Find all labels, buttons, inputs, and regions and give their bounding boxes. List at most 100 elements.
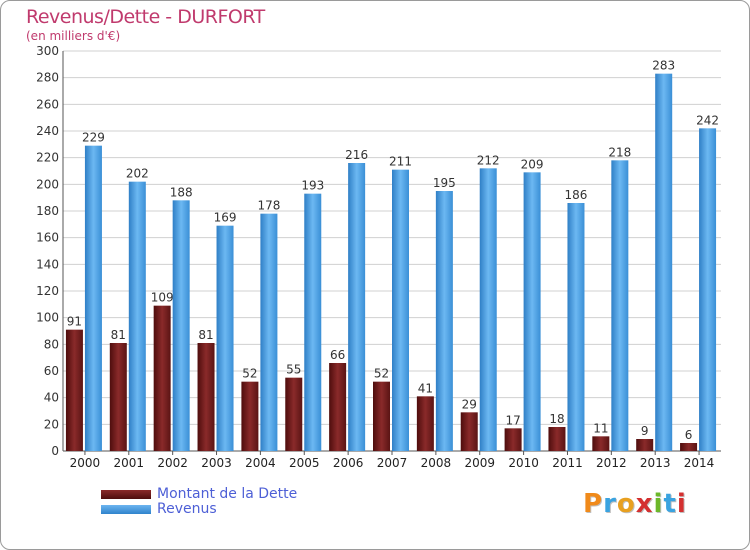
bar-revenue (523, 172, 541, 452)
y-tick-label: 0 (51, 444, 59, 458)
data-label-debt: 17 (505, 413, 520, 427)
bar-revenue (304, 193, 322, 451)
y-tick-label: 260 (36, 97, 59, 111)
x-tick-label: 2010 (508, 456, 539, 470)
y-tick-label: 140 (36, 257, 59, 271)
chart-subtitle: (en milliers d'€) (26, 29, 121, 43)
bar-revenue (567, 203, 585, 451)
data-label-revenue: 169 (214, 211, 237, 225)
legend-swatch-revenue (101, 505, 151, 514)
data-label-revenue: 188 (170, 185, 193, 199)
x-tick-label: 2013 (640, 456, 671, 470)
x-tick-label: 2009 (464, 456, 495, 470)
bar-chart: 0 20 40 60 80 100 120 140 160 180 200 220 240 260 280 3… (36, 44, 721, 470)
bar-debt (65, 329, 83, 451)
legend-swatch-debt (101, 490, 151, 499)
x-tick-label: 2008 (421, 456, 452, 470)
bar-revenue (611, 160, 629, 452)
bar-debt (592, 436, 610, 451)
bar-debt (460, 412, 478, 451)
data-label-debt: 6 (685, 428, 693, 442)
x-tick-label: 2002 (157, 456, 188, 470)
bar-revenue (128, 181, 146, 451)
data-label-revenue: 229 (82, 131, 105, 145)
bar-debt (241, 381, 259, 451)
bar-debt (197, 343, 215, 451)
bar-debt (109, 343, 127, 451)
x-tick-label: 2014 (684, 456, 715, 470)
bar-debt (680, 443, 698, 451)
data-label-debt: 29 (462, 397, 477, 411)
x-tick-label: 2000 (70, 456, 101, 470)
y-tick-label: 160 (36, 231, 59, 245)
y-tick-label: 220 (36, 151, 59, 165)
x-tick-label: 2006 (333, 456, 364, 470)
y-tick-label: 120 (36, 284, 59, 298)
x-tick-label: 2007 (377, 456, 408, 470)
y-tick-label: 240 (36, 124, 59, 138)
bar-revenue (479, 168, 497, 452)
x-tick-label: 2005 (289, 456, 320, 470)
data-label-debt: 91 (67, 315, 82, 329)
data-label-debt: 52 (374, 367, 389, 381)
bar-revenue (435, 191, 453, 451)
data-label-revenue: 195 (433, 176, 456, 190)
data-label-revenue: 216 (345, 148, 368, 162)
data-label-revenue: 186 (565, 188, 588, 202)
data-label-revenue: 242 (696, 113, 719, 127)
bar-debt (416, 396, 434, 451)
y-tick-label: 180 (36, 204, 59, 218)
bar-debt (636, 439, 654, 451)
data-label-revenue: 209 (521, 157, 544, 171)
data-label-revenue: 283 (652, 59, 675, 73)
bar-debt (373, 381, 390, 451)
data-label-debt: 66 (330, 348, 345, 362)
bar-debt (548, 427, 566, 451)
y-tick-label: 20 (44, 417, 59, 431)
proxiti-logo: Proxiti (583, 489, 687, 519)
bar-revenue (84, 145, 102, 451)
data-label-revenue: 212 (477, 153, 500, 167)
legend-label-debt: Montant de la Dette (157, 486, 298, 502)
y-tick-label: 200 (36, 177, 59, 191)
x-tick-label: 2004 (245, 456, 276, 470)
bar-debt (285, 377, 303, 451)
data-label-debt: 52 (242, 367, 257, 381)
data-label-revenue: 218 (608, 145, 631, 159)
data-label-debt: 81 (198, 328, 213, 342)
data-label-debt: 18 (549, 412, 564, 426)
data-label-debt: 81 (111, 328, 126, 342)
y-tick-label: 280 (36, 71, 59, 85)
x-tick-label: 2012 (596, 456, 627, 470)
x-tick-label: 2011 (552, 456, 583, 470)
x-tick-label: 2003 (201, 456, 232, 470)
data-label-revenue: 211 (389, 155, 412, 169)
y-tick-label: 100 (36, 311, 59, 325)
data-label-debt: 55 (286, 363, 301, 377)
bar-debt (153, 305, 171, 451)
y-tick-label: 80 (44, 337, 59, 351)
legend-label-revenue: Revenus (157, 501, 217, 517)
y-tick-label: 300 (36, 44, 59, 58)
bar-revenue (216, 225, 234, 451)
data-label-debt: 9 (641, 424, 649, 438)
bar-revenue (348, 163, 366, 451)
data-label-debt: 41 (418, 381, 433, 395)
data-label-revenue: 202 (126, 167, 149, 181)
y-tick-label: 40 (44, 391, 59, 405)
bar-revenue (172, 200, 190, 451)
bar-debt (329, 363, 347, 451)
y-tick-label: 60 (44, 364, 59, 378)
data-label-revenue: 178 (257, 199, 280, 213)
bar-revenue (392, 169, 409, 451)
data-label-debt: 11 (593, 421, 608, 435)
bar-revenue (655, 73, 673, 452)
data-label-revenue: 193 (301, 179, 324, 193)
chart-title: Revenus/Dette - DURFORT (26, 6, 265, 28)
x-tick-label: 2001 (114, 456, 145, 470)
data-label-debt: 109 (151, 291, 174, 305)
bar-revenue (699, 128, 717, 451)
bar-revenue (260, 213, 278, 451)
bar-debt (504, 428, 522, 451)
